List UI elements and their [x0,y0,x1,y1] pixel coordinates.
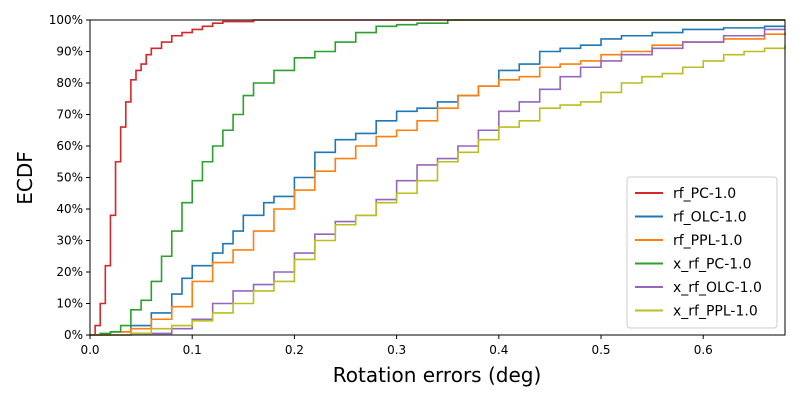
y-axis: 0% 10% 20% 30% 40% 50% 60% 70% 80% 90% 100% [49,13,90,342]
y-tick-label: 100% [49,13,83,27]
y-axis-label: ECDF [13,151,37,205]
y-tick-label: 20% [56,265,83,279]
x-tick-label: 0.0 [80,343,99,357]
legend-label-0: rf_PC-1.0 [673,186,736,202]
y-tick-label: 60% [56,139,83,153]
series-line-4 [90,28,785,336]
series-layer [90,19,786,336]
y-tick-label: 80% [56,76,83,90]
legend-label-2: rf_PPL-1.0 [673,233,742,249]
x-axis-label: Rotation errors (deg) [333,363,542,387]
x-tick-label: 0.2 [285,343,304,357]
legend-label-5: x_rf_PPL-1.0 [673,304,758,320]
x-tick-label: 0.6 [694,343,713,357]
y-tick-label: 50% [56,171,83,185]
legend: rf_PC-1.0 rf_OLC-1.0 rf_PPL-1.0 x_rf_PC-1.0… [626,176,778,329]
series-line-3 [90,19,785,336]
series-line-1 [90,25,785,336]
x-tick-label: 0.1 [183,343,202,357]
x-tick-label: 0.4 [489,343,508,357]
y-tick-label: 30% [56,234,83,248]
legend-box [626,176,778,329]
y-tick-label: 40% [56,202,83,216]
series-line-5 [90,45,786,336]
series-line-0 [90,19,785,336]
y-tick-label: 10% [56,297,83,311]
x-tick-label: 0.5 [591,343,610,357]
x-tick-label: 0.3 [387,343,406,357]
series-line-2 [90,32,786,336]
legend-label-3: x_rf_PC-1.0 [673,257,752,273]
legend-label-4: x_rf_OLC-1.0 [673,280,762,296]
legend-label-1: rf_OLC-1.0 [673,210,747,226]
y-tick-label: 90% [56,45,83,59]
y-tick-label: 70% [56,108,83,122]
x-axis: 0.0 0.1 0.2 0.3 0.4 0.5 0.6 [80,335,713,357]
y-tick-label: 0% [64,328,83,342]
